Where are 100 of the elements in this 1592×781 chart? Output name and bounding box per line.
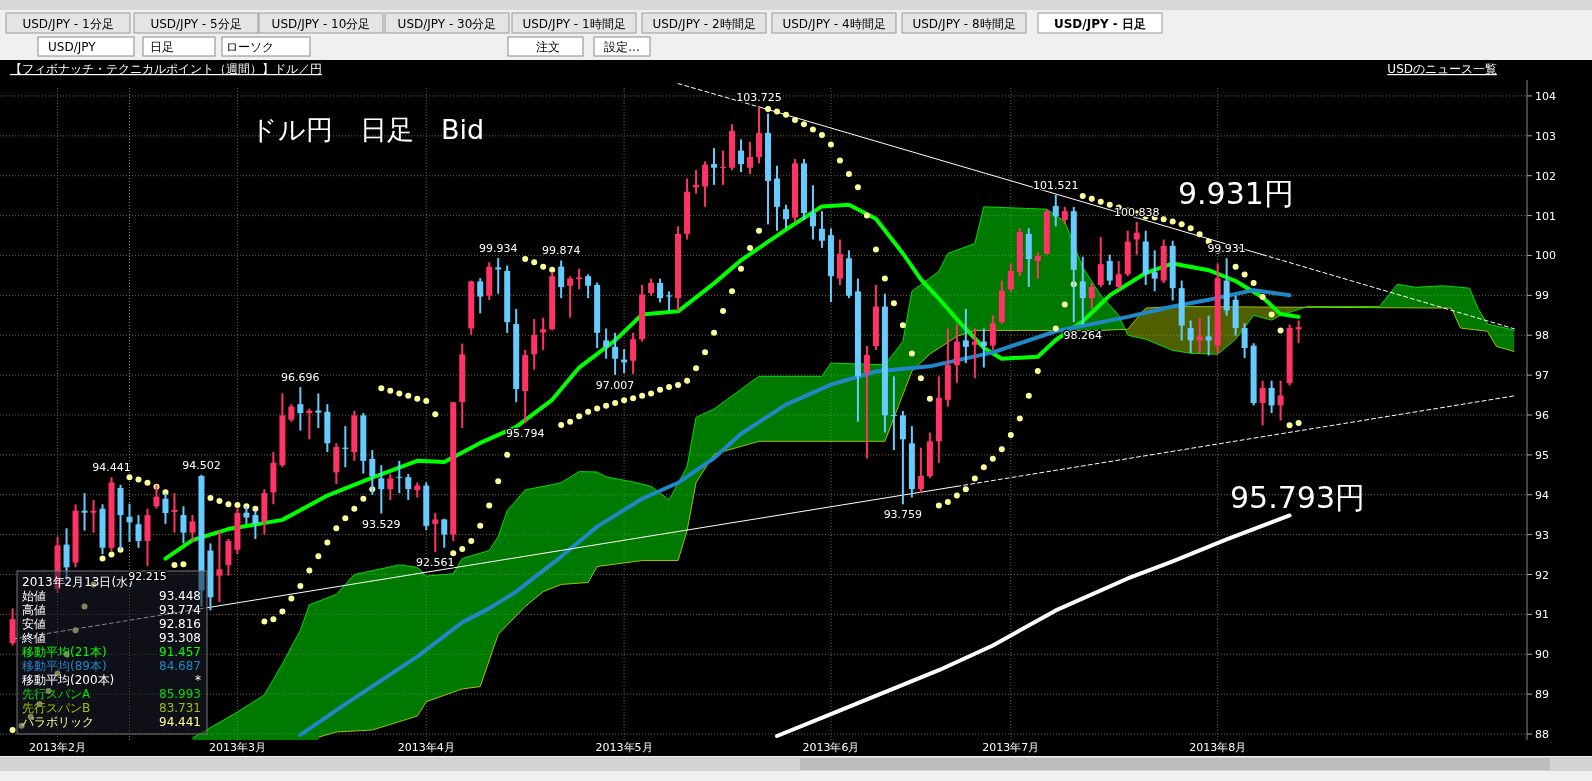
candlestick — [1259, 379, 1266, 427]
candlestick — [702, 160, 709, 208]
candlestick — [81, 492, 88, 532]
candlestick — [971, 327, 978, 380]
y-tick-label: 103 — [1535, 129, 1556, 143]
x-tick-label: 2013年5月 — [595, 741, 653, 754]
text: 移動平均(200本) — [22, 673, 115, 687]
candlestick — [531, 317, 538, 371]
candlestick — [405, 473, 412, 501]
candlestick — [90, 498, 97, 534]
candlestick — [711, 147, 718, 186]
candlestick — [863, 344, 870, 460]
annotation: 96.696 — [281, 371, 320, 385]
candlestick — [720, 149, 727, 186]
candlestick — [387, 473, 394, 501]
text: 先行スパンA — [22, 687, 91, 701]
annotation: 92.561 — [416, 556, 455, 570]
text: 先行スパンB — [22, 701, 91, 715]
annotation: 84.687 — [159, 659, 201, 673]
candlestick — [603, 327, 610, 360]
candlestick — [1088, 281, 1095, 310]
annotation: 始値 — [22, 589, 46, 603]
candlestick — [1115, 260, 1122, 291]
candlestick — [171, 492, 178, 534]
annotation: 93.774 — [159, 603, 201, 617]
candlestick — [747, 140, 754, 176]
candlestick — [135, 514, 142, 549]
candlestick — [738, 138, 745, 174]
y-tick-label: 100 — [1535, 249, 1556, 263]
annotation: 85.993 — [159, 687, 201, 701]
candlestick — [567, 275, 574, 319]
candlestick — [216, 529, 223, 604]
x-tick-label: 2013年6月 — [802, 741, 860, 754]
candlestick — [899, 410, 906, 506]
annotation: 93.448 — [159, 589, 201, 603]
candlestick — [1295, 319, 1302, 345]
candlestick — [585, 273, 592, 300]
candlestick — [1106, 253, 1113, 286]
annotation: 94.441 — [159, 715, 201, 729]
y-tick-label: 89 — [1535, 688, 1549, 702]
candlestick — [1205, 314, 1212, 357]
candlestick — [162, 492, 169, 525]
y-tick-label: 95 — [1535, 448, 1549, 462]
y-tick-label: 90 — [1535, 648, 1549, 662]
x-tick-label: 2013年4月 — [397, 741, 455, 754]
candlestick — [396, 459, 403, 495]
candlestick — [576, 267, 583, 291]
candlestick — [953, 323, 960, 384]
candlestick — [980, 327, 987, 369]
candlestick — [225, 538, 232, 577]
annotation: 92.816 — [159, 617, 201, 631]
text: 移動平均(21本) — [22, 645, 107, 659]
candlestick — [432, 512, 439, 554]
candlestick — [756, 105, 762, 165]
y-tick-label: 101 — [1535, 209, 1556, 223]
annotation: 安値 — [22, 617, 46, 631]
candlestick — [1277, 379, 1284, 422]
text: 移動平均(89本) — [22, 659, 107, 673]
candlestick — [1079, 255, 1086, 326]
y-tick-label: 88 — [1535, 728, 1549, 742]
candlestick — [441, 517, 448, 549]
candlestick — [989, 314, 996, 351]
y-tick-label: 94 — [1535, 488, 1549, 502]
candlestick — [189, 514, 196, 542]
y-tick-label: 99 — [1535, 289, 1549, 303]
y-tick-label: 104 — [1535, 89, 1556, 103]
candlestick — [558, 259, 565, 300]
y-tick-label: 96 — [1535, 408, 1549, 422]
candlestick — [9, 607, 16, 647]
candlestick — [782, 203, 789, 230]
annotation: 終値 — [21, 631, 46, 645]
y-tick-label: 97 — [1535, 369, 1549, 383]
series-label: パラボリック — [21, 715, 94, 729]
candlestick — [1034, 251, 1041, 280]
candlestick — [1133, 221, 1140, 256]
candlestick — [1268, 379, 1275, 414]
annotation: 94.441 — [92, 461, 131, 475]
candlestick — [666, 290, 673, 312]
candlestick — [378, 464, 385, 515]
annotation: 93.529 — [362, 517, 401, 531]
candlestick — [612, 331, 619, 376]
candlestick — [1241, 322, 1248, 359]
candlestick — [297, 386, 304, 432]
candlestick — [890, 375, 897, 452]
candlestick — [495, 257, 502, 295]
y-tick-label: 102 — [1535, 169, 1556, 183]
annotation: 高値 — [22, 603, 46, 617]
annotation: 95.794 — [505, 427, 545, 441]
text: USDのニュース一覧 — [1387, 62, 1497, 76]
candlestick — [657, 277, 664, 304]
candlestick — [126, 502, 133, 543]
candlestick — [962, 307, 969, 365]
candlestick — [315, 392, 322, 430]
candlestick — [1196, 317, 1203, 355]
candlestick — [540, 316, 547, 351]
x-tick-label: 2013年8月 — [1189, 741, 1247, 754]
annotation: 99.874 — [541, 244, 581, 258]
annotation: 93.308 — [159, 631, 201, 645]
x-tick-label: 2013年3月 — [208, 741, 266, 754]
annotation: 93.759 — [883, 508, 923, 522]
